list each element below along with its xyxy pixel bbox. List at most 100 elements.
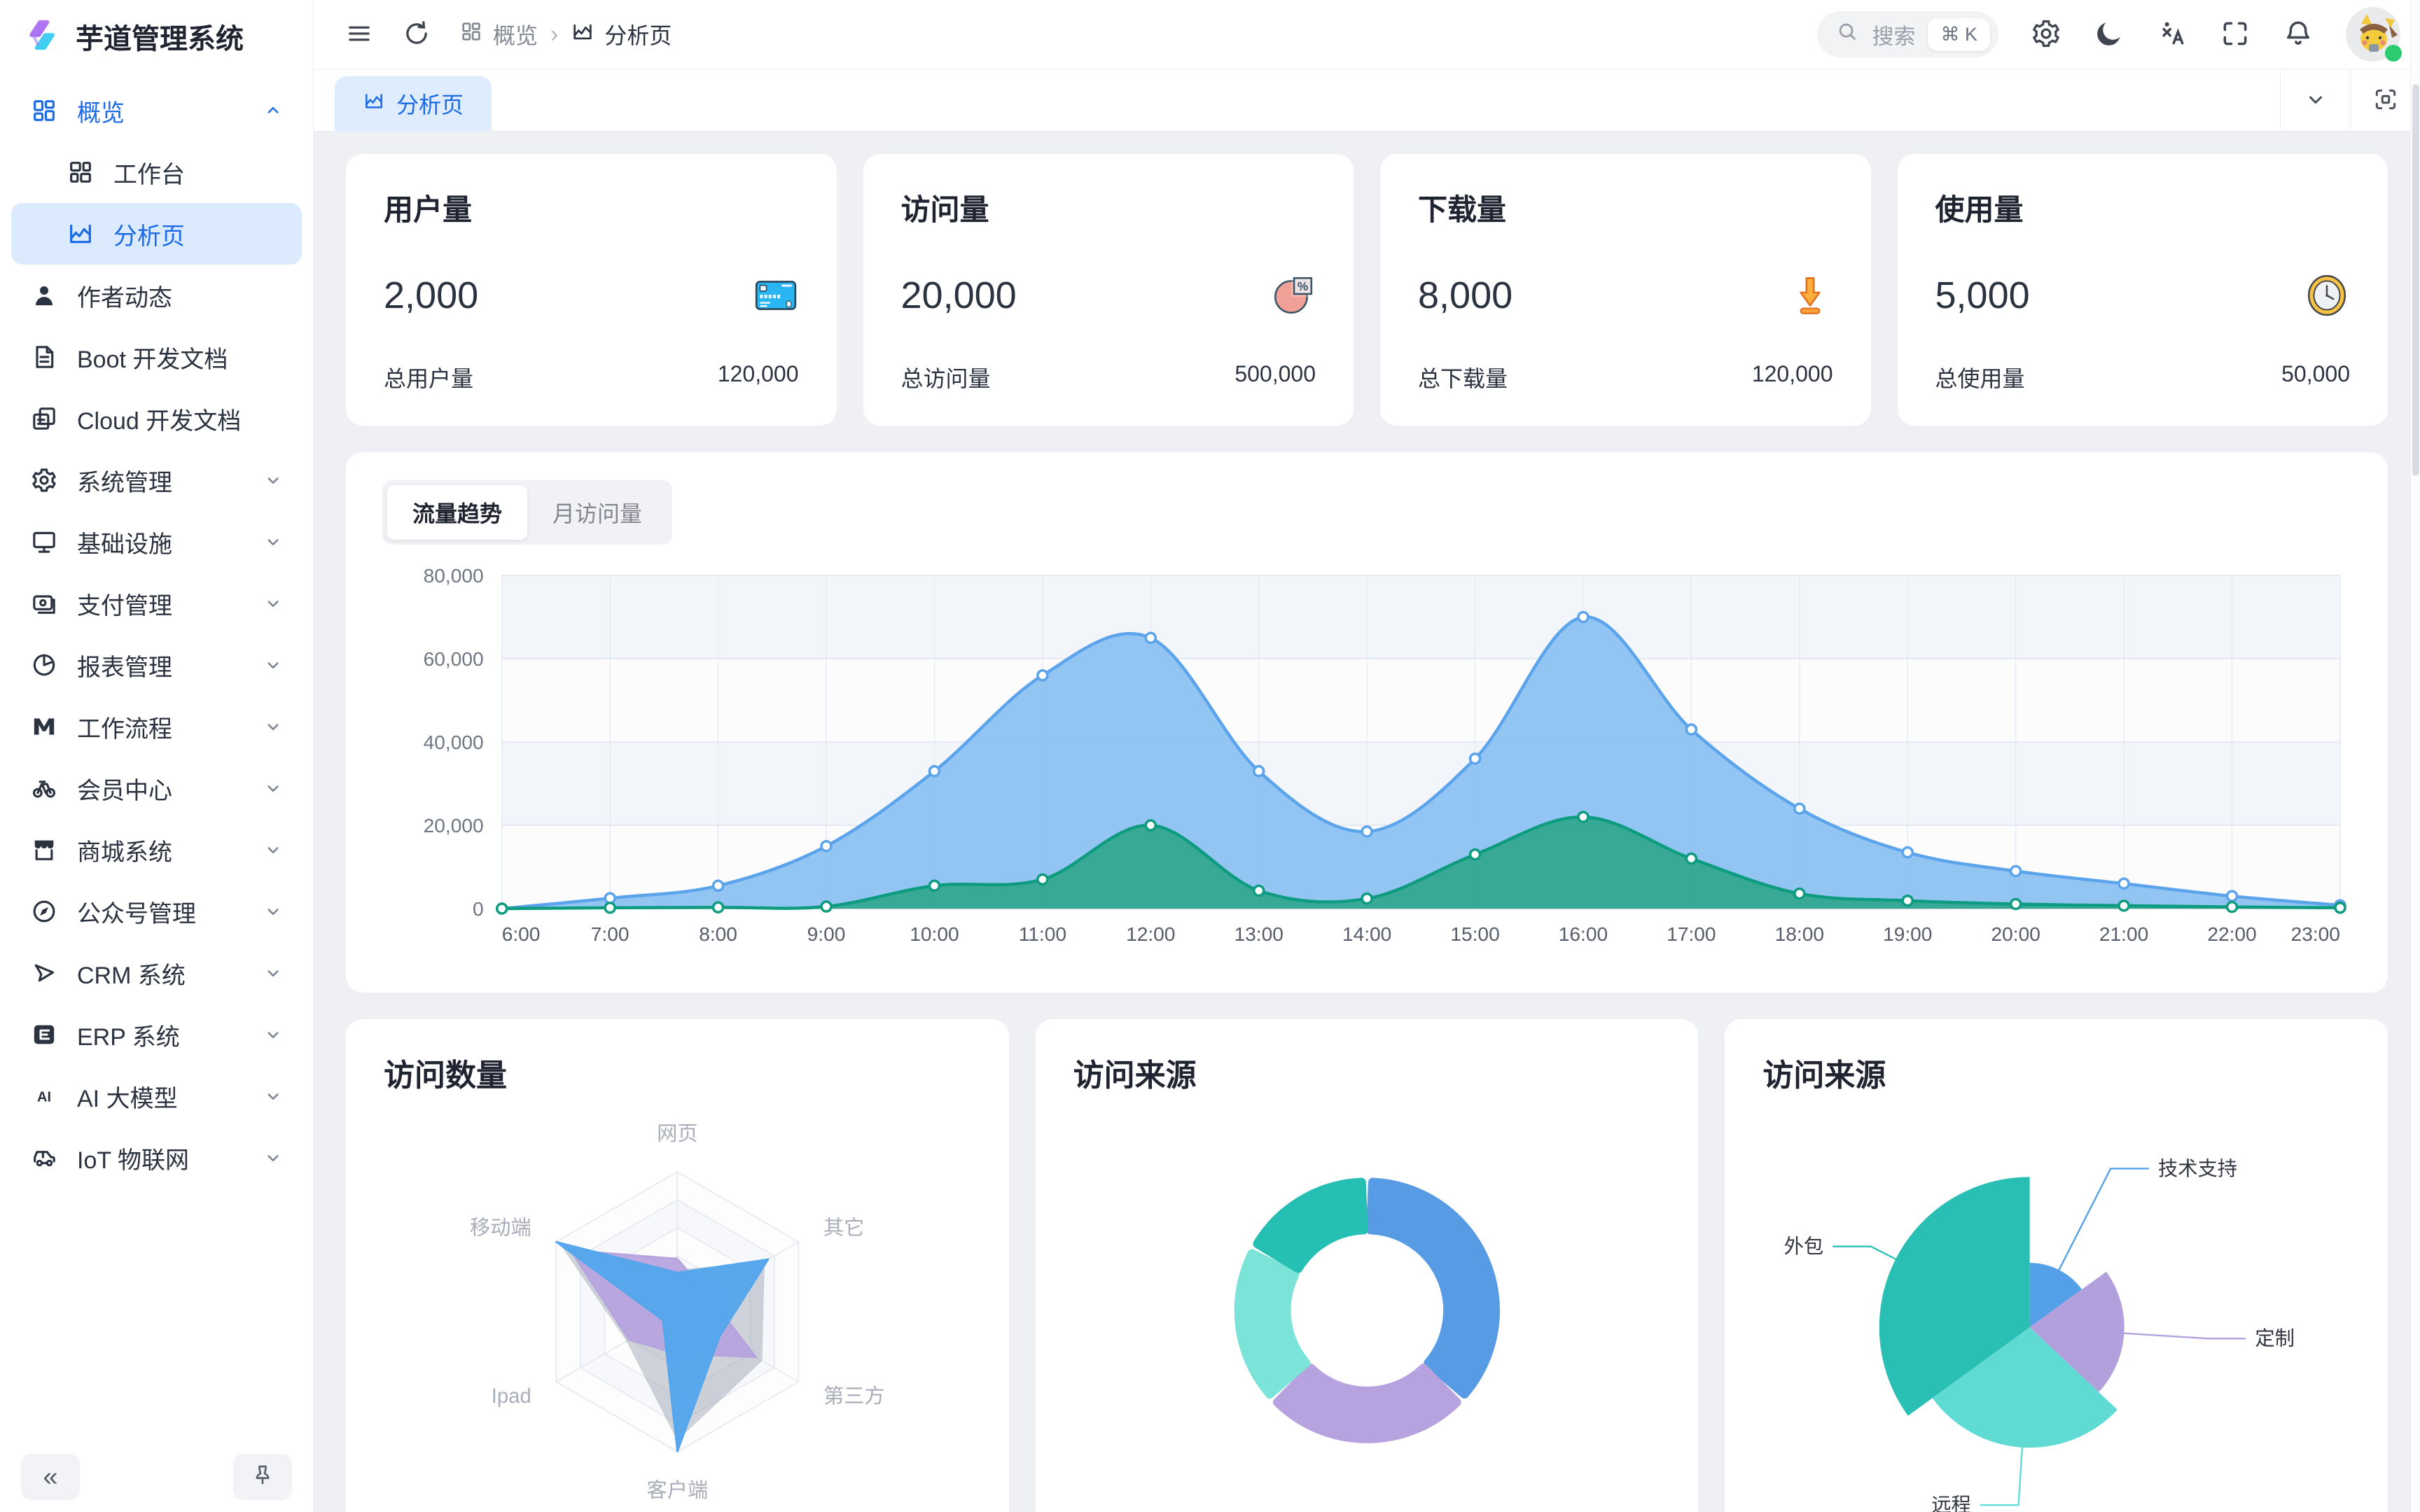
stat-cards-row: 用户量 2,000 总用户量 120,000 访问量 20,000% 总访问量 500,000…	[346, 154, 2388, 426]
translate-icon	[2157, 18, 2188, 51]
svg-text:8:00: 8:00	[699, 923, 737, 945]
breadcrumb: 概览 › 分析页	[459, 18, 672, 50]
svg-text:10:00: 10:00	[910, 923, 959, 945]
svg-text:60,000: 60,000	[424, 648, 484, 670]
app-logo[interactable]: 芋道管理系统	[0, 0, 313, 73]
sidebar-collapse-button[interactable]: «	[21, 1454, 80, 1500]
sidebar-item-12[interactable]: 商城系统	[11, 819, 302, 881]
tabbar: 分析页	[314, 69, 2420, 132]
sidebar-item-label: 分析页	[113, 223, 185, 250]
stat-card-title: 下载量	[1418, 193, 1507, 226]
sidebar-item-5[interactable]: Cloud 开发文档	[11, 388, 302, 449]
sidebar-item-1[interactable]: 工作台	[11, 141, 302, 203]
svg-text:11:00: 11:00	[1019, 923, 1066, 945]
svg-text:7:00: 7:00	[591, 923, 630, 945]
traffic-trend-card: 流量趋势 月访问量 0 20,000 40,000 60,000 80,000 6:00 7:…	[346, 452, 2388, 993]
ai-icon: AI	[29, 1082, 59, 1111]
sidebar-item-14[interactable]: CRM 系统	[11, 942, 302, 1004]
svg-text:外包: 外包	[1784, 1235, 1824, 1257]
breadcrumb-item-analysis[interactable]: 分析页	[571, 18, 672, 50]
analysis-chart-icon	[66, 219, 95, 248]
workflow-icon	[29, 712, 59, 741]
sidebar-item-0[interactable]: 概览	[11, 80, 302, 141]
sidebar-item-label: 概览	[77, 99, 125, 127]
sidebar-item-13[interactable]: 公众号管理	[11, 881, 302, 942]
trend-tab-switch: 流量趋势 月访问量	[382, 480, 673, 545]
sidebar-menu: 概览工作台分析页作者动态 Boot 开发文档 Cloud 开发文档 系统管理 基础设施支…	[0, 73, 313, 1442]
workbench-icon	[66, 158, 95, 187]
svg-text:20:00: 20:00	[1991, 923, 2040, 945]
chevron-up-icon	[263, 100, 284, 121]
sidebar-item-9[interactable]: 报表管理	[11, 634, 302, 696]
svg-text:客户端: 客户端	[646, 1478, 708, 1502]
svg-text:AI: AI	[37, 1090, 51, 1105]
stat-card-3: 使用量 5,000 总使用量 50,000	[1897, 154, 2388, 426]
stat-card-total-label: 总访问量	[900, 366, 991, 391]
chevron-down-icon	[263, 470, 284, 491]
sidebar-pin-button[interactable]	[233, 1454, 292, 1500]
stat-card-total-label: 总使用量	[1935, 366, 2025, 391]
chevron-down-icon	[263, 654, 284, 676]
sidebar-item-label: 公众号管理	[77, 900, 196, 927]
sidebar-item-15[interactable]: ERP 系统	[11, 1004, 302, 1065]
scrollbar-track[interactable]	[2410, 0, 2420, 1512]
sidebar-item-8[interactable]: 支付管理	[11, 573, 302, 634]
stat-card-title: 使用量	[1935, 193, 2024, 226]
dark-mode-button[interactable]	[2094, 18, 2125, 51]
notifications-button[interactable]	[2283, 18, 2314, 51]
sidebar-item-label: CRM 系统	[77, 962, 186, 989]
pin-icon	[250, 1462, 275, 1492]
gear-icon	[2031, 18, 2061, 51]
tab-analysis[interactable]: 分析页	[335, 76, 492, 131]
sidebar-item-16[interactable]: AI AI 大模型	[11, 1065, 302, 1127]
svg-text:15:00: 15:00	[1450, 923, 1499, 945]
svg-text:21:00: 21:00	[2099, 923, 2148, 945]
avatar[interactable]	[2346, 7, 2402, 62]
stat-card-total-value: 50,000	[2281, 361, 2350, 386]
sidebar-item-4[interactable]: Boot 开发文档	[11, 326, 302, 388]
sidebar-item-label: 会员中心	[77, 777, 172, 804]
stat-card-1: 访问量 20,000% 总访问量 500,000	[863, 154, 1354, 426]
stat-card-total-label: 总下载量	[1418, 366, 1508, 391]
tabbar-actions	[2280, 69, 2420, 131]
svg-text:Ipad: Ipad	[492, 1385, 531, 1408]
svg-text:23:00: 23:00	[2291, 923, 2340, 945]
breadcrumb-item-overview[interactable]: 概览	[459, 18, 538, 50]
stat-card-title: 用户量	[384, 193, 473, 226]
fullscreen-button[interactable]	[2220, 18, 2251, 51]
sidebar-item-10[interactable]: 工作流程	[11, 696, 302, 757]
settings-button[interactable]	[2031, 18, 2061, 51]
sidebar-item-6[interactable]: 系统管理	[11, 449, 302, 511]
sidebar-item-7[interactable]: 基础设施	[11, 511, 302, 573]
chevron-down-icon	[263, 839, 284, 860]
sidebar-item-2[interactable]: 分析页	[11, 203, 302, 265]
chevron-down-icon	[263, 1147, 284, 1168]
report-pie-icon	[29, 650, 59, 680]
analysis-chart-icon	[571, 20, 594, 49]
trend-tab-1[interactable]: 月访问量	[527, 485, 667, 540]
content: 用户量 2,000 总用户量 120,000 访问量 20,000% 总访问量 500,000…	[314, 132, 2420, 1512]
stat-card-total-label: 总用户量	[384, 366, 474, 391]
content-fullscreen-button[interactable]	[2350, 69, 2420, 131]
traffic-trend-area-chart: 0 20,000 40,000 60,000 80,000 6:00 7:00 8:00 9:0…	[424, 565, 2346, 945]
sidebar-item-11[interactable]: 会员中心	[11, 757, 302, 819]
search-input[interactable]: 搜索 ⌘ K	[1817, 11, 1998, 57]
sidebar-toggle-button[interactable]	[345, 19, 374, 50]
credit-card-icon	[753, 272, 799, 318]
svg-text:16:00: 16:00	[1559, 923, 1608, 945]
chevron-down-icon	[263, 593, 284, 614]
scrollbar-thumb[interactable]	[2412, 84, 2419, 476]
language-button[interactable]	[2157, 18, 2188, 51]
sidebar-item-3[interactable]: 作者动态	[11, 265, 302, 326]
trend-tab-0[interactable]: 流量趋势	[387, 485, 528, 540]
sidebar-item-label: 工作台	[113, 161, 185, 188]
author-icon	[29, 281, 59, 310]
visit-source-rose-card: 访问来源 技术支持 定制 远程 外包	[1725, 1019, 2388, 1512]
refresh-button[interactable]	[402, 19, 431, 50]
online-status-dot	[2385, 45, 2402, 62]
chevron-down-icon	[263, 716, 284, 737]
stat-card-total-value: 120,000	[717, 361, 799, 386]
sidebar-item-17[interactable]: IoT 物联网	[11, 1127, 302, 1189]
tab-list-dropdown-button[interactable]	[2280, 69, 2350, 131]
